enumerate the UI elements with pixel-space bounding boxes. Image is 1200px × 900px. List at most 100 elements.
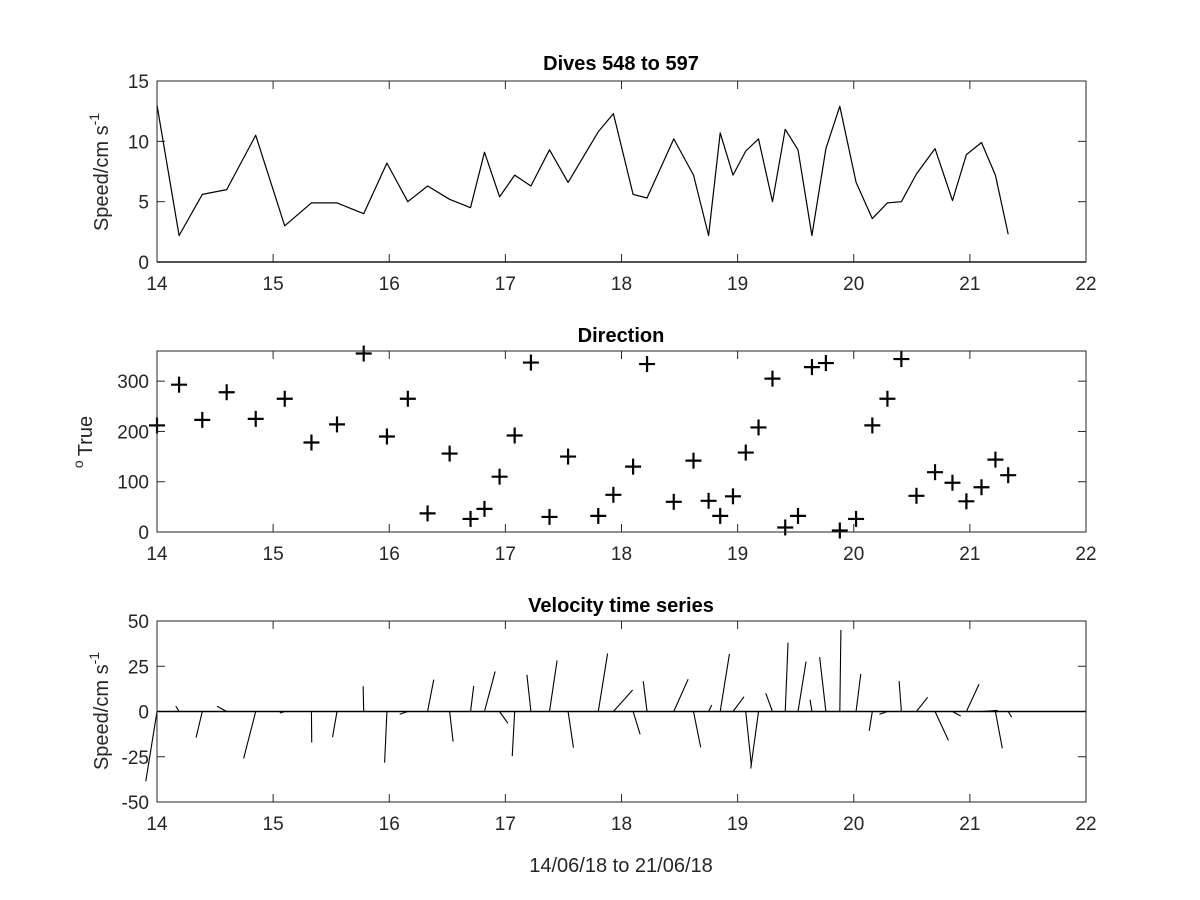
velocity-stick xyxy=(879,710,888,715)
direction-point xyxy=(685,452,702,469)
y-tick-label: 15 xyxy=(128,72,149,93)
direction-point xyxy=(944,474,961,491)
direction-point xyxy=(831,522,848,539)
direction-y-axis-label-text: True xyxy=(75,416,97,456)
direction-point xyxy=(893,351,910,368)
x-tick-label: 21 xyxy=(959,274,980,295)
direction-point xyxy=(560,448,577,465)
direction-point xyxy=(639,356,656,373)
direction-point xyxy=(506,427,523,444)
velocity-stick xyxy=(673,678,689,712)
velocity-stick xyxy=(819,657,827,712)
x-tick-label: 18 xyxy=(611,814,632,835)
speed-series-line xyxy=(156,104,1009,237)
direction-point xyxy=(790,507,807,524)
y-tick-label: 0 xyxy=(138,523,149,544)
y-tick-label: 0 xyxy=(138,703,149,724)
direction-point xyxy=(1000,467,1017,484)
x-tick-label: 18 xyxy=(611,544,632,565)
velocity-stick xyxy=(399,710,409,715)
velocity-stick xyxy=(642,681,648,712)
velocity-y-axis-label: Speed/cm s-1 xyxy=(86,652,113,770)
velocity-stick xyxy=(632,711,641,735)
direction-point xyxy=(522,354,539,371)
direction-point xyxy=(817,355,834,372)
direction-point xyxy=(864,417,881,434)
direction-point xyxy=(419,505,436,522)
x-tick-label: 16 xyxy=(379,544,400,565)
y-tick-label: -50 xyxy=(122,793,149,814)
direction-point xyxy=(803,359,820,376)
direction-point xyxy=(700,492,717,509)
direction-point xyxy=(665,493,682,510)
direction-point xyxy=(987,451,1004,468)
y-tick-label: 50 xyxy=(128,612,149,633)
x-tick-label: 16 xyxy=(379,814,400,835)
direction-point xyxy=(378,428,395,445)
x-tick-label: 15 xyxy=(263,814,284,835)
x-tick-label: 17 xyxy=(495,274,516,295)
direction-point xyxy=(764,370,781,387)
speed-y-axis-label-text: Speed/cm s xyxy=(91,125,113,231)
direction-panel-title: Direction xyxy=(578,325,665,347)
velocity-stick xyxy=(965,683,980,712)
velocity-stick xyxy=(784,642,789,712)
velocity-stick xyxy=(745,711,752,766)
velocity-stick xyxy=(362,686,365,712)
x-tick-label: 14 xyxy=(146,814,168,835)
direction-point xyxy=(625,458,642,475)
velocity-stick xyxy=(427,679,435,712)
direction-axes-box xyxy=(156,350,1087,533)
svg-text:Speed/cm s-1: Speed/cm s-1 xyxy=(86,652,113,770)
direction-point xyxy=(737,444,754,461)
direction-point xyxy=(441,445,458,462)
velocity-stick xyxy=(855,673,862,712)
x-tick-label: 21 xyxy=(959,814,980,835)
velocity-x-axis-label: 14/06/18 to 21/06/18 xyxy=(529,855,713,877)
velocity-stick xyxy=(809,699,813,712)
x-tick-label: 19 xyxy=(727,274,748,295)
speed-axes-box xyxy=(156,80,1087,263)
velocity-stick xyxy=(526,674,532,712)
velocity-stick xyxy=(994,711,1003,749)
velocity-stick xyxy=(934,711,949,741)
velocity-y-axis-label-superscript: -1 xyxy=(86,652,102,665)
direction-point xyxy=(879,390,896,407)
direction-point xyxy=(541,508,558,525)
direction-point xyxy=(848,510,865,527)
direction-point xyxy=(399,390,416,407)
direction-point xyxy=(303,434,320,451)
velocity-stick xyxy=(719,653,730,712)
direction-point xyxy=(973,479,990,496)
direction-point xyxy=(171,376,188,393)
direction-point xyxy=(247,410,264,427)
direction-point xyxy=(491,468,508,485)
velocity-stick xyxy=(765,693,773,712)
velocity-stick xyxy=(898,681,902,712)
direction-point xyxy=(605,486,622,503)
direction-y-axis-label: o True xyxy=(70,416,97,468)
velocity-stick xyxy=(548,660,558,712)
velocity-stick xyxy=(279,710,285,714)
velocity-stick xyxy=(567,711,575,748)
velocity-stick xyxy=(692,711,702,748)
direction-point xyxy=(218,384,235,401)
velocity-stick xyxy=(331,711,338,738)
velocity-stick xyxy=(195,711,203,738)
direction-point xyxy=(276,390,293,407)
y-tick-label: 10 xyxy=(128,132,149,153)
y-tick-label: 100 xyxy=(117,473,149,494)
direction-point xyxy=(194,411,211,428)
direction-point xyxy=(476,500,493,517)
x-tick-label: 15 xyxy=(263,274,284,295)
velocity-stick xyxy=(384,711,388,763)
velocity-stick xyxy=(797,661,807,712)
velocity-stick xyxy=(868,711,873,731)
velocity-stick xyxy=(145,711,158,782)
velocity-stick xyxy=(1007,711,1013,718)
direction-point xyxy=(927,464,944,481)
direction-point xyxy=(462,510,479,527)
y-tick-label: 300 xyxy=(117,372,149,393)
